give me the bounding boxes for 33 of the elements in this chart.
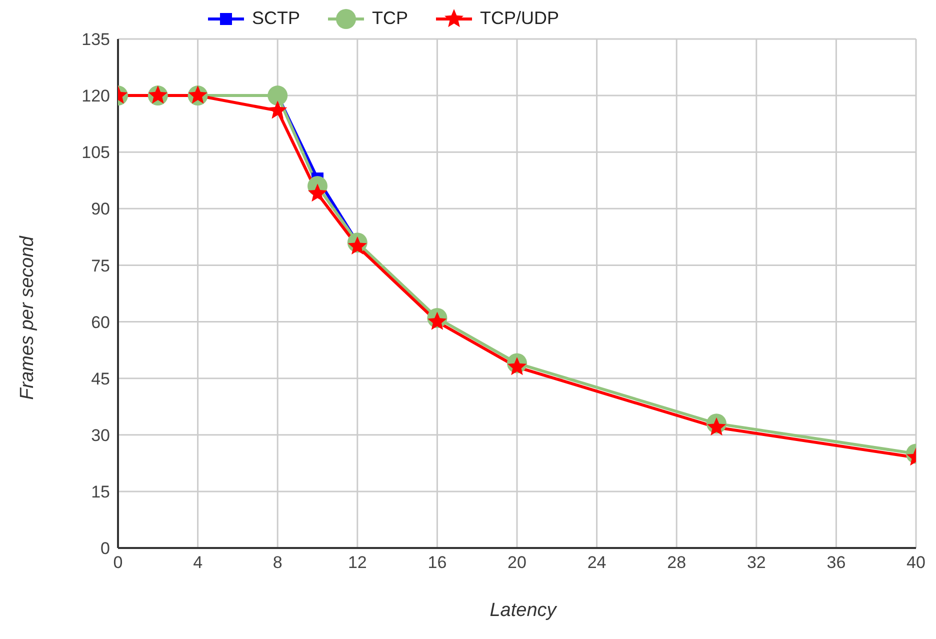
y-axis-title: Frames per second — [17, 236, 39, 400]
x-tick-label: 32 — [746, 553, 766, 572]
x-tick-label: 24 — [587, 553, 606, 572]
y-tick-label: 135 — [82, 30, 110, 50]
y-tick-label: 60 — [91, 312, 110, 332]
point — [348, 236, 367, 254]
x-tick-label: 28 — [667, 553, 686, 572]
x-tick-label: 20 — [508, 553, 526, 572]
legend-label: TCP/UDP — [480, 8, 560, 29]
y-tick-label: 45 — [91, 369, 110, 388]
x-tick-label: 40 — [906, 553, 926, 572]
point — [268, 86, 288, 106]
x-tick-label: 8 — [272, 553, 282, 572]
point — [308, 184, 328, 202]
y-tick-label: 75 — [91, 256, 110, 276]
point — [428, 312, 447, 330]
point — [268, 100, 288, 119]
x-tick-label: 4 — [193, 553, 203, 572]
y-tick-label: 90 — [91, 200, 110, 219]
x-tick-label: 16 — [428, 553, 447, 572]
x-tick-label: 12 — [348, 553, 367, 572]
point — [706, 417, 726, 436]
point — [507, 357, 527, 376]
y-tick-label: 120 — [82, 86, 110, 106]
legend-label: TCP — [372, 8, 408, 29]
y-tick-label: 105 — [82, 143, 110, 162]
x-tick-label: 0 — [113, 553, 123, 572]
legend-label: SCTP — [252, 8, 300, 29]
y-tick-label: 30 — [91, 426, 110, 445]
y-tick-label: 15 — [91, 482, 110, 502]
y-tick-label: 0 — [100, 539, 110, 558]
x-axis-title: Latency — [488, 600, 558, 622]
x-tick-label: 36 — [826, 553, 846, 572]
